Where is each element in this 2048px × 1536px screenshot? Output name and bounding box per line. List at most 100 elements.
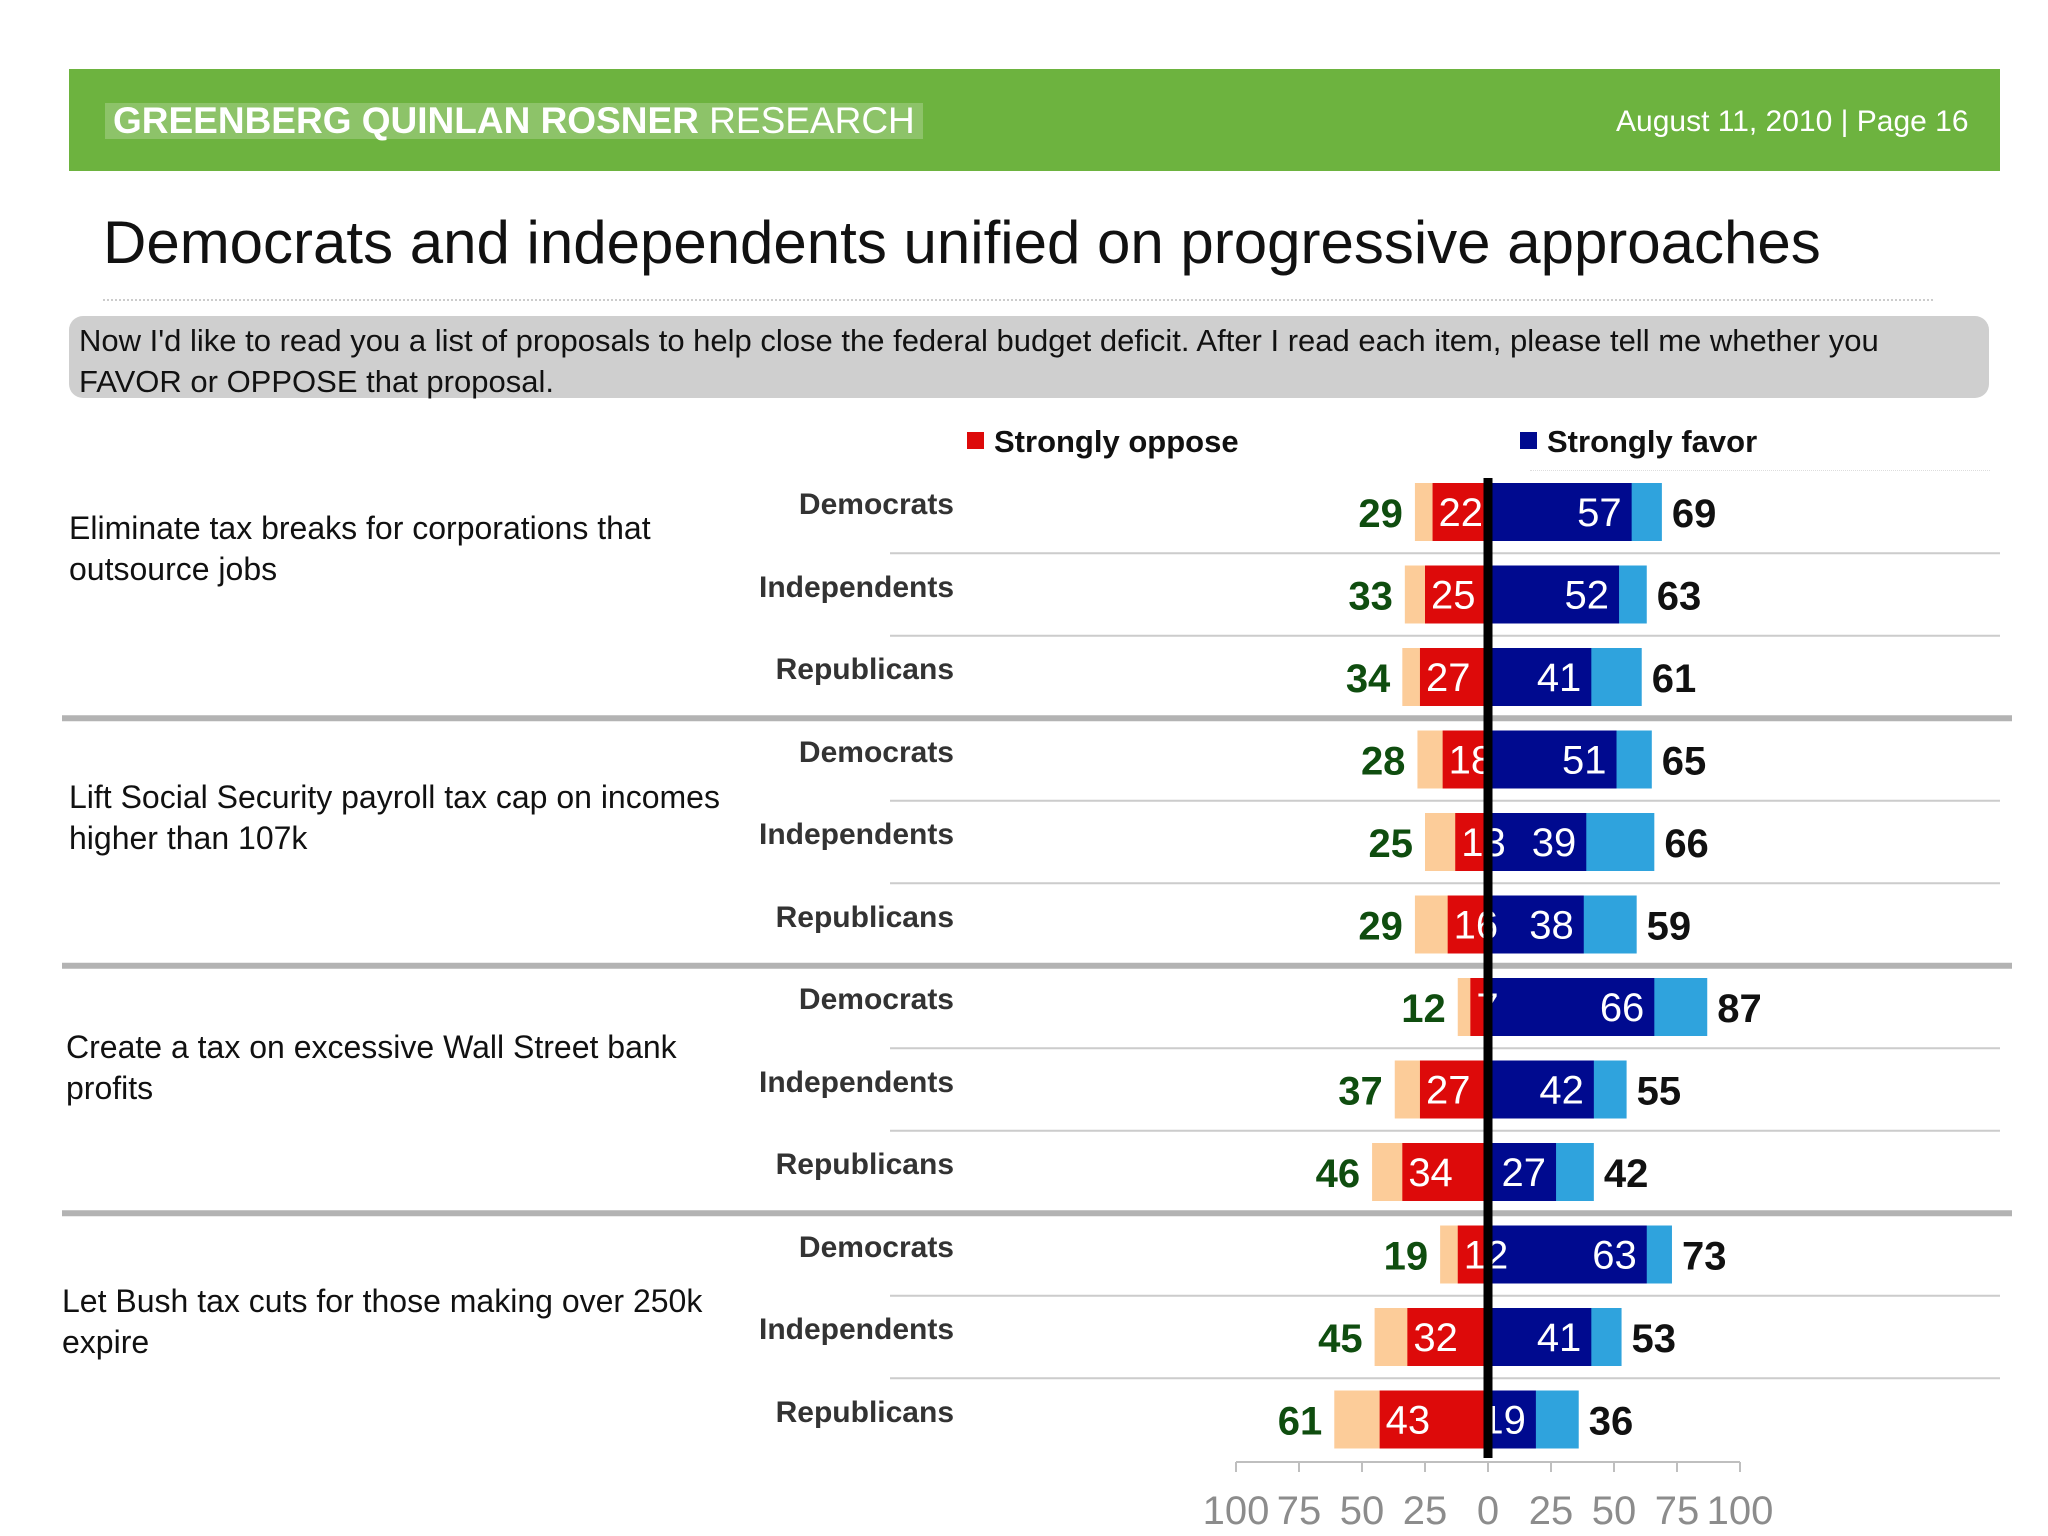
label-total-oppose-p4-republicans: 61 [1278,1400,1323,1444]
legend-label-favor: Strongly favor [1547,424,1758,459]
x-tick-label: 100 [1707,1489,1774,1533]
bar-strongly-oppose-p2-independents [1455,813,1488,871]
bar-strongly-oppose-p2-republicans [1447,895,1488,954]
label-total-oppose-p2-independents: 25 [1369,822,1414,866]
label-total-oppose-p3-democrats: 12 [1401,987,1446,1031]
bar-strongly-oppose-p3-republicans [1402,1143,1488,1201]
bar-strongly-favor-p2-democrats [1488,730,1617,789]
proposal-label-2: Lift Social Security payroll tax cap on … [69,779,720,856]
bar-strongly-favor-p3-republicans [1488,1143,1557,1201]
label-total-oppose-p2-republicans: 29 [1358,905,1403,949]
brand-name-light: RESEARCH [709,100,915,141]
label-total-favor-p1-democrats: 69 [1672,492,1717,536]
group-label-p3-independents: Independents [758,1065,954,1099]
label-strongly-favor-p3-democrats: 66 [1600,986,1645,1030]
group-label-p1-republicans: Republicans [775,653,954,686]
label-strongly-favor-p2-independents: 39 [1532,821,1577,865]
label-strongly-oppose-p4-republicans: 43 [1386,1399,1431,1443]
group-label-p2-republicans: Republicans [775,900,954,934]
x-tick-label: 100 [1203,1489,1270,1533]
label-total-favor-p2-independents: 66 [1664,822,1709,866]
label-strongly-favor-p2-republicans: 38 [1529,904,1574,948]
label-total-favor-p3-independents: 55 [1637,1070,1682,1114]
label-strongly-oppose-p3-independents: 27 [1426,1069,1471,1113]
bar-strongly-favor-p1-republicans [1488,648,1592,706]
group-label-p4-democrats: Democrats [798,1230,954,1264]
label-strongly-favor-p4-democrats: 63 [1592,1234,1637,1278]
legend-strongly-oppose: Strongly oppose [967,424,1239,460]
legend-divider [1530,470,1990,471]
label-total-oppose-p4-independents: 45 [1318,1317,1363,1361]
legend-label-oppose: Strongly oppose [994,424,1239,459]
header-bar: GREENBERG QUINLAN ROSNER RESEARCH August… [69,69,2000,171]
bar-strongly-favor-p3-independents [1488,1060,1594,1119]
bar-strongly-favor-p1-democrats [1488,483,1632,541]
legend-swatch-favor [1520,432,1537,449]
group-label-p2-democrats: Democrats [798,735,954,769]
bar-strongly-oppose-p4-republicans [1379,1390,1488,1449]
x-tick-label: 0 [1477,1489,1499,1533]
label-strongly-favor-p1-democrats: 57 [1577,491,1622,535]
brand-logo: GREENBERG QUINLAN ROSNER RESEARCH [105,100,923,141]
proposal-label-1: Eliminate tax breaks for corporations th… [69,510,651,587]
bar-strongly-favor-p4-republicans [1488,1390,1536,1449]
label-strongly-oppose-p2-independents: 13 [1461,821,1506,865]
label-total-favor-p4-republicans: 36 [1589,1400,1634,1444]
group-label-p1-independents: Independents [758,570,954,604]
group-label-p4-republicans: Republicans [775,1395,954,1429]
label-total-favor-p1-republicans: 61 [1652,657,1697,701]
x-tick-label: 25 [1403,1489,1448,1533]
bar-strongly-favor-p2-republicans [1488,895,1584,954]
label-total-favor-p2-republicans: 59 [1647,905,1692,949]
x-tick-label: 75 [1655,1489,1700,1533]
group-label-p2-independents: Independents [758,818,954,851]
x-tick-label: 50 [1340,1489,1385,1533]
bar-strongly-favor-p1-independents [1488,565,1620,624]
label-strongly-oppose-p3-republicans: 34 [1408,1151,1453,1195]
legend-swatch-oppose [967,432,984,449]
label-total-oppose-p1-independents: 33 [1348,575,1393,619]
proposal-label-3: Create a tax on excessive Wall Street ba… [66,1029,677,1106]
label-strongly-favor-p2-democrats: 51 [1562,739,1607,783]
label-total-favor-p4-democrats: 73 [1682,1235,1727,1279]
bar-strongly-favor-p2-independents [1488,813,1587,871]
label-total-oppose-p3-republicans: 46 [1316,1152,1361,1196]
bar-strongly-oppose-p3-independents [1419,1060,1488,1119]
bar-strongly-oppose-p1-independents [1425,565,1488,624]
label-total-favor-p3-republicans: 42 [1604,1152,1649,1196]
bar-strongly-oppose-p4-independents [1407,1308,1488,1366]
page-title: Democrats and independents unified on pr… [103,209,1821,276]
question-text: Now I'd like to read you a list of propo… [69,316,1989,399]
legend-strongly-favor: Strongly favor [1520,424,1757,460]
label-total-oppose-p4-democrats: 19 [1384,1235,1429,1279]
label-total-favor-p4-independents: 53 [1632,1317,1677,1361]
label-total-oppose-p3-independents: 37 [1338,1070,1383,1114]
group-label-p3-republicans: Republicans [775,1148,954,1181]
bar-strongly-favor-p4-independents [1488,1308,1592,1366]
group-label-p3-democrats: Democrats [798,983,954,1016]
label-strongly-oppose-p1-democrats: 22 [1439,491,1484,535]
label-total-oppose-p2-democrats: 28 [1361,740,1406,784]
bar-strongly-oppose-p2-democrats [1442,730,1488,789]
x-tick-label: 75 [1277,1489,1322,1533]
x-tick-label: 25 [1529,1489,1574,1533]
label-total-favor-p2-democrats: 65 [1662,740,1707,784]
label-total-oppose-p1-republicans: 34 [1346,657,1391,701]
label-total-oppose-p1-democrats: 29 [1358,492,1403,536]
label-strongly-oppose-p1-independents: 25 [1431,574,1476,618]
date-page: August 11, 2010 | Page 16 [1616,105,1969,138]
group-label-p4-independents: Independents [758,1313,954,1346]
label-strongly-favor-p1-independents: 52 [1565,574,1610,618]
bar-strongly-oppose-p1-republicans [1419,648,1488,706]
brand-name-bold: GREENBERG QUINLAN ROSNER [113,100,699,141]
x-tick-label: 50 [1592,1489,1637,1533]
label-strongly-favor-p1-republicans: 41 [1537,656,1582,700]
label-strongly-favor-p3-independents: 42 [1539,1069,1584,1113]
bar-strongly-favor-p4-democrats [1488,1225,1647,1284]
label-strongly-oppose-p4-independents: 32 [1413,1316,1458,1360]
label-strongly-favor-p3-republicans: 27 [1502,1151,1547,1195]
group-label-p1-democrats: Democrats [798,488,954,521]
bar-strongly-oppose-p1-democrats [1432,483,1488,541]
bar-strongly-favor-p3-democrats [1488,978,1655,1036]
